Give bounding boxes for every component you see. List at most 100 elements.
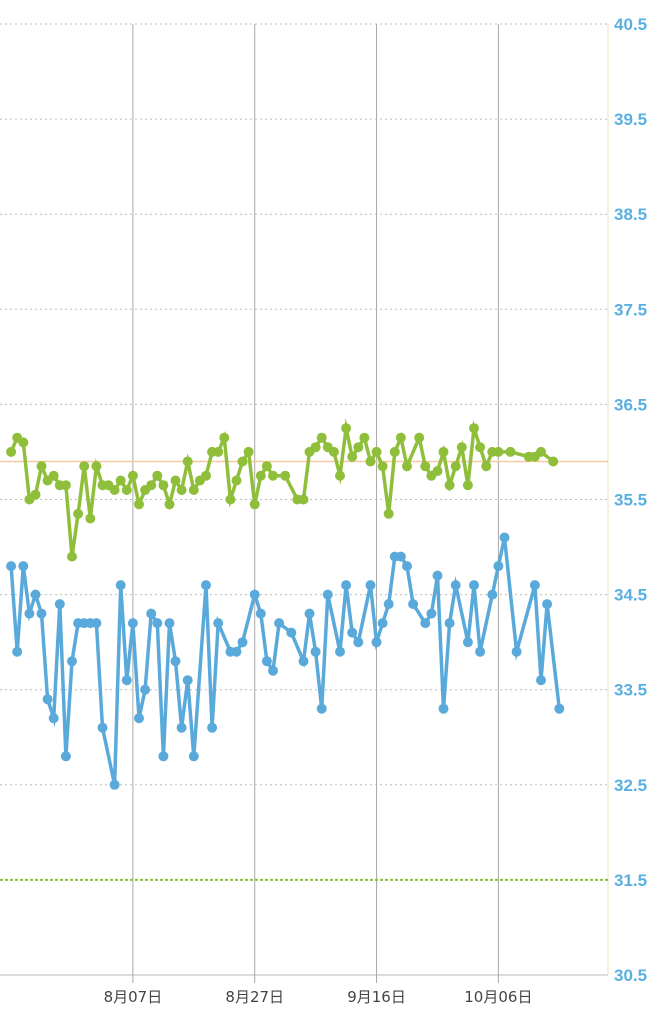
data-point (213, 618, 224, 629)
data-point (328, 446, 339, 457)
data-point (353, 442, 364, 453)
data-point (12, 646, 23, 657)
x-tick-label: 9月16日 (347, 988, 406, 1006)
data-point (347, 627, 358, 638)
y-axis-ticks: 40.5 39.5 38.5 37.5 36.5 35.5 34.5 33.5 32.5 31.5… (614, 15, 647, 985)
data-point (536, 446, 546, 457)
data-point (359, 432, 370, 443)
data-point (450, 461, 461, 472)
data-point (146, 608, 157, 619)
data-point (365, 456, 376, 467)
data-point (475, 442, 486, 453)
data-point (36, 461, 47, 472)
y-tick-label: 33.5 (614, 681, 647, 700)
data-point (158, 480, 169, 491)
data-point (30, 489, 41, 500)
data-point (97, 722, 108, 733)
y-tick-label: 35.5 (614, 491, 647, 510)
data-point (542, 599, 553, 610)
data-point (121, 485, 132, 495)
data-point (298, 494, 309, 505)
data-point (67, 656, 77, 667)
data-point (243, 446, 254, 457)
data-point (201, 470, 211, 481)
y-tick-label: 31.5 (614, 871, 647, 890)
data-point (420, 461, 431, 472)
data-point (341, 423, 352, 434)
data-point (18, 437, 29, 448)
data-point (335, 646, 345, 657)
reference-lines (0, 460, 608, 881)
data-point (176, 722, 187, 733)
data-point (176, 485, 187, 495)
data-point (115, 475, 126, 486)
data-point (152, 618, 163, 629)
data-point (304, 608, 315, 619)
data-point (536, 675, 546, 686)
data-point (377, 461, 388, 472)
data-point (310, 646, 321, 657)
data-point (335, 470, 345, 481)
data-point (462, 480, 473, 491)
data-point (146, 480, 157, 491)
data-point (462, 637, 473, 648)
data-point (213, 446, 224, 457)
data-point (249, 499, 260, 510)
data-point (365, 580, 376, 591)
data-point (310, 442, 321, 453)
data-point (554, 703, 565, 714)
data-point (134, 713, 144, 724)
data-point (444, 618, 455, 629)
data-point (286, 627, 297, 638)
y-tick-label: 30.5 (614, 966, 647, 985)
data-point (164, 499, 175, 510)
data-point (432, 570, 443, 581)
data-point (444, 480, 455, 491)
y-tick-label: 32.5 (614, 776, 647, 795)
data-point (420, 618, 431, 629)
data-point (73, 508, 84, 519)
x-tick-label: 8月27日 (225, 988, 284, 1006)
data-point (298, 656, 309, 667)
data-point (280, 470, 291, 481)
data-point (115, 580, 126, 591)
data-point (36, 608, 47, 619)
data-point (201, 580, 211, 591)
data-point (207, 722, 218, 733)
y-tick-label: 34.5 (614, 586, 647, 605)
data-point (371, 637, 382, 648)
data-point (219, 432, 230, 443)
data-point (48, 470, 59, 481)
data-point (18, 561, 29, 572)
data-point (316, 703, 327, 714)
x-axis-ticks: 8月07日 8月27日 9月16日 10月06日 (104, 988, 533, 1006)
data-point (548, 456, 559, 467)
y-tick-label: 39.5 (614, 110, 647, 129)
data-point (255, 470, 266, 481)
data-point (231, 646, 242, 657)
data-point (231, 475, 242, 486)
data-point (395, 432, 406, 443)
data-point (505, 446, 516, 457)
data-point (438, 703, 449, 714)
data-point (60, 480, 71, 491)
data-point (469, 580, 479, 591)
data-point (109, 485, 120, 495)
data-point (42, 694, 53, 705)
data-point (395, 551, 406, 562)
data-point (225, 494, 236, 505)
data-point (426, 608, 437, 619)
data-point (249, 589, 260, 600)
data-point (140, 684, 151, 695)
data-point (237, 456, 248, 467)
data-point (67, 551, 77, 562)
data-point (188, 751, 199, 762)
data-point (438, 446, 449, 457)
data-point (456, 442, 467, 453)
data-point (414, 432, 425, 443)
data-point (268, 470, 278, 481)
data-point (261, 461, 272, 472)
data-point (475, 646, 486, 657)
